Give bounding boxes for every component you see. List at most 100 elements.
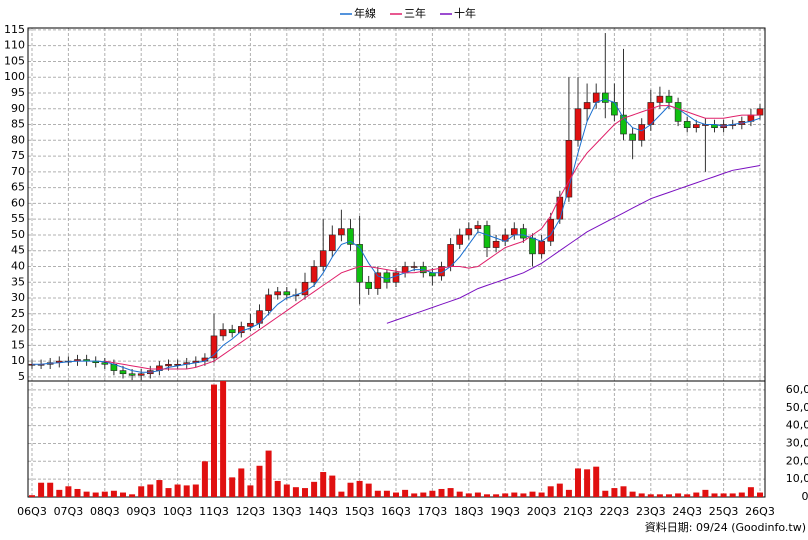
volume-tick-label: 50,000 xyxy=(786,401,808,414)
volume-bar xyxy=(738,492,745,497)
volume-tick-label: 30,000 xyxy=(786,436,808,449)
x-tick-label: 07Q3 xyxy=(54,505,84,518)
volume-bar xyxy=(147,484,154,497)
x-tick-label: 08Q3 xyxy=(90,505,120,518)
volume-bar xyxy=(192,484,199,497)
moving-average-line xyxy=(386,165,761,324)
candle-body xyxy=(338,228,345,236)
candle-body xyxy=(274,291,282,296)
volume-bar xyxy=(165,488,172,497)
volume-bar xyxy=(493,494,500,497)
volume-bar xyxy=(201,461,208,497)
y-tick-label: 50 xyxy=(11,228,25,241)
y-tick-label: 5 xyxy=(18,370,25,383)
candle-body xyxy=(328,234,336,252)
legend-label: 十年 xyxy=(454,6,476,20)
candle-body xyxy=(283,291,291,296)
y-tick-label: 90 xyxy=(11,102,25,115)
volume-bar xyxy=(666,494,672,497)
volume-bar xyxy=(620,486,627,497)
x-tick-label: 19Q3 xyxy=(490,505,520,518)
candle-body xyxy=(119,370,127,375)
candle-body xyxy=(674,102,682,122)
volume-bar xyxy=(656,494,663,497)
y-tick-label: 15 xyxy=(11,338,25,351)
volume-bar xyxy=(584,469,591,497)
volume-bar xyxy=(320,472,327,497)
volume-bar xyxy=(356,480,363,497)
y-tick-label: 95 xyxy=(11,86,25,99)
volume-bar xyxy=(702,489,709,497)
volume-bar xyxy=(484,494,490,497)
volume-bar xyxy=(338,491,345,497)
volume-bar xyxy=(83,491,90,497)
volume-bar xyxy=(593,466,600,497)
candle-body xyxy=(392,272,400,283)
candle-body xyxy=(592,92,600,103)
candle-body xyxy=(310,266,318,283)
volume-bar xyxy=(502,493,509,497)
x-tick-label: 22Q3 xyxy=(600,505,630,518)
volume-bar xyxy=(129,494,136,497)
volume-bar xyxy=(602,490,609,497)
moving-average-line xyxy=(32,98,761,373)
volume-tick-label: 60,000 xyxy=(786,383,808,396)
candle-body xyxy=(629,133,636,141)
x-tick-label: 24Q3 xyxy=(672,505,702,518)
volume-tick-label: 10,000 xyxy=(786,472,808,485)
candle-body xyxy=(656,95,664,103)
volume-bar xyxy=(65,486,72,497)
volume-bar xyxy=(92,492,99,497)
volume-bar xyxy=(29,495,35,497)
volume-bar xyxy=(311,481,318,497)
y-tick-label: 70 xyxy=(11,165,25,178)
volume-bar xyxy=(747,487,754,497)
y-tick-label: 115 xyxy=(4,23,25,36)
candle-body xyxy=(165,363,172,367)
candle-body xyxy=(238,326,245,334)
volume-bar xyxy=(374,490,381,497)
volume-bar xyxy=(647,494,654,497)
source-note: 資料日期: 09/24 (Goodinfo.tw) xyxy=(645,520,806,534)
candle-body xyxy=(529,237,536,255)
volume-bar xyxy=(711,493,718,497)
volume-bar xyxy=(120,492,126,497)
volume-bar xyxy=(556,483,563,497)
volume-bar xyxy=(156,480,163,497)
volume-bar xyxy=(174,484,181,497)
volume-bar xyxy=(74,488,81,497)
candle-body xyxy=(620,114,627,135)
x-tick-label: 20Q3 xyxy=(527,505,557,518)
candle-body xyxy=(756,108,764,116)
volume-bar xyxy=(247,485,254,497)
volume-bar xyxy=(229,477,236,497)
volume-bar xyxy=(393,492,399,497)
y-tick-label: 60 xyxy=(11,196,25,209)
candle-body xyxy=(301,281,309,296)
candle-body xyxy=(247,322,254,327)
volume-bar xyxy=(265,450,272,497)
candle-body xyxy=(228,329,236,334)
volume-bar xyxy=(757,492,763,497)
candle-body xyxy=(601,92,609,103)
candle-body xyxy=(374,272,382,289)
candle-body xyxy=(347,228,354,245)
y-tick-label: 20 xyxy=(11,323,25,336)
volume-bar xyxy=(365,483,372,497)
x-tick-label: 10Q3 xyxy=(163,505,193,518)
volume-bar xyxy=(629,491,636,497)
y-tick-label: 75 xyxy=(11,149,25,162)
volume-bar xyxy=(420,492,427,497)
candle-body xyxy=(474,225,482,229)
candle-body xyxy=(174,363,181,366)
candle-body xyxy=(611,102,618,116)
x-tick-label: 11Q3 xyxy=(199,505,229,518)
volume-bar xyxy=(110,490,117,497)
volume-bar xyxy=(238,468,245,497)
y-tick-label: 55 xyxy=(11,212,25,225)
candle-body xyxy=(574,108,582,141)
volume-bar xyxy=(101,491,108,497)
volume-tick-label: 0 xyxy=(802,490,808,503)
candle-body xyxy=(356,244,363,283)
